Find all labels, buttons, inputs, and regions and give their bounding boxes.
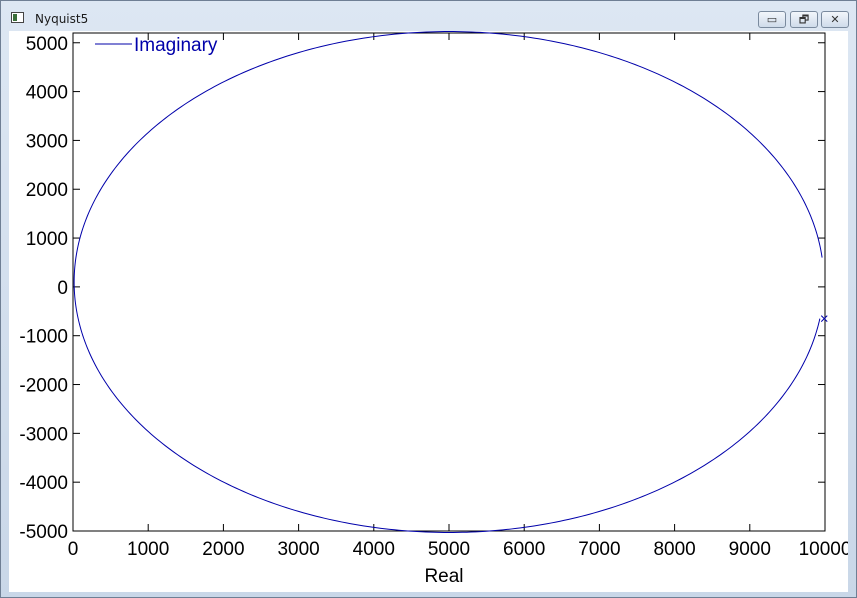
title-bar[interactable]: Nyquist5 ▭ 🗗 ✕ bbox=[1, 1, 856, 31]
y-tick-label: -1000 bbox=[19, 327, 68, 348]
minimize-button[interactable]: ▭ bbox=[758, 11, 786, 28]
x-tick-label: 10000 bbox=[799, 539, 848, 560]
legend-label-imaginary: Imaginary bbox=[134, 35, 218, 56]
y-tick-label: -5000 bbox=[19, 522, 68, 543]
window-title: Nyquist5 bbox=[35, 12, 89, 26]
x-tick-label: 2000 bbox=[202, 539, 244, 560]
x-tick-label: 0 bbox=[68, 539, 79, 560]
x-tick-label: 1000 bbox=[127, 539, 169, 560]
y-tick-label: 0 bbox=[57, 278, 68, 299]
y-tick-label: 5000 bbox=[26, 34, 68, 55]
app-icon bbox=[11, 12, 24, 23]
x-tick-label: 7000 bbox=[578, 539, 620, 560]
x-tick-label: 4000 bbox=[353, 539, 395, 560]
x-tick-label: 8000 bbox=[653, 539, 695, 560]
series-imaginary-line bbox=[73, 31, 823, 533]
x-tick-label: 5000 bbox=[428, 539, 470, 560]
y-tick-label: -2000 bbox=[19, 376, 68, 397]
x-tick-label: 9000 bbox=[729, 539, 771, 560]
close-icon: ✕ bbox=[830, 13, 840, 26]
plot-frame bbox=[72, 32, 826, 532]
x-tick-label: 6000 bbox=[503, 539, 545, 560]
restore-icon: 🗗 bbox=[798, 13, 810, 26]
y-tick-label: 2000 bbox=[26, 180, 68, 201]
y-tick-label: -3000 bbox=[19, 424, 68, 445]
nyquist-chart: 0 1000 2000 3000 4000 5000 6000 7000 8000 9000 100… bbox=[19, 31, 848, 587]
y-tick-label: -4000 bbox=[19, 473, 68, 494]
minimize-icon: ▭ bbox=[766, 13, 778, 26]
y-tick-label: 1000 bbox=[26, 229, 68, 250]
y-tick-label: 3000 bbox=[26, 131, 68, 152]
restore-button[interactable]: 🗗 bbox=[790, 11, 818, 28]
series-end-marker bbox=[820, 315, 828, 322]
x-axis-label: Real bbox=[424, 566, 463, 587]
x-tick-label: 3000 bbox=[277, 539, 319, 560]
plot-area: 0 1000 2000 3000 4000 5000 6000 7000 8000 9000 100… bbox=[9, 31, 848, 592]
y-tick-label: 4000 bbox=[26, 83, 68, 104]
close-button[interactable]: ✕ bbox=[821, 11, 849, 28]
